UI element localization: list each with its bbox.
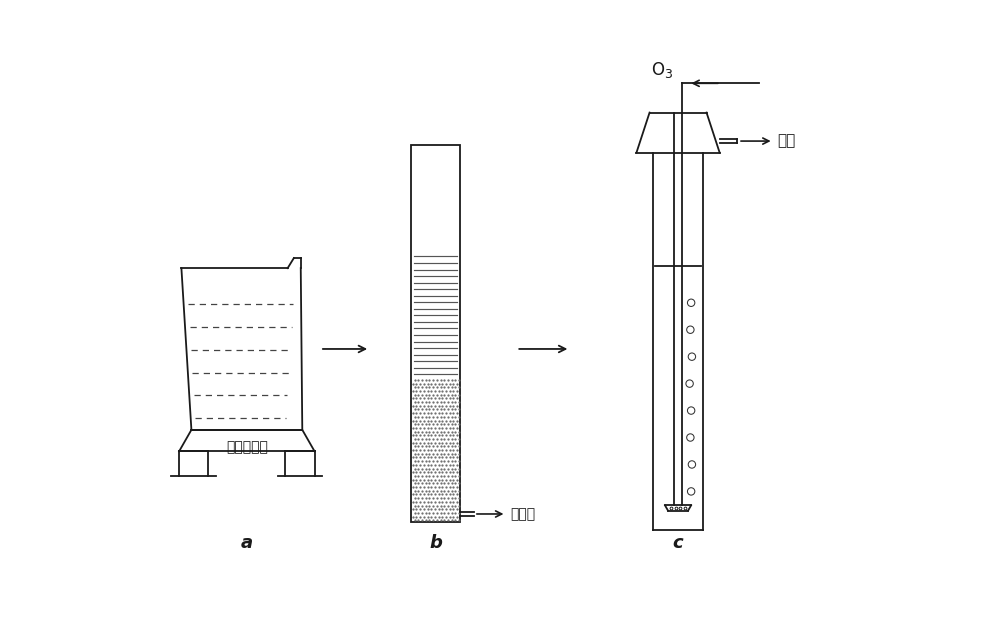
Text: 3: 3 bbox=[664, 68, 672, 81]
Text: O: O bbox=[651, 60, 664, 78]
Text: 尾气: 尾气 bbox=[777, 134, 796, 149]
Text: 出水口: 出水口 bbox=[510, 507, 535, 521]
Text: a: a bbox=[241, 534, 253, 552]
Text: 磁力搞拌器: 磁力搞拌器 bbox=[226, 440, 268, 454]
Text: b: b bbox=[429, 534, 442, 552]
Text: c: c bbox=[673, 534, 683, 552]
Bar bbox=[411, 145, 460, 522]
